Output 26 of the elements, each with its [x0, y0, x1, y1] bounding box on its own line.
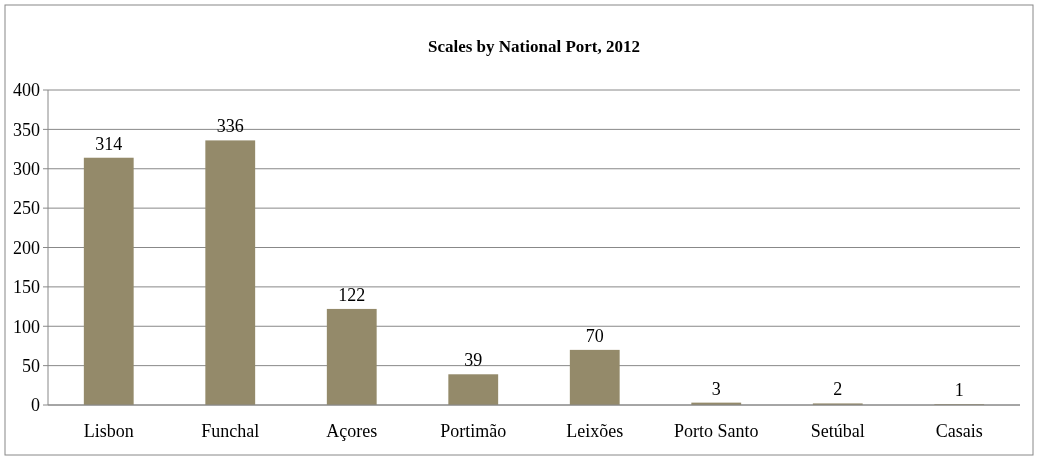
x-tick-label: Lisbon — [83, 421, 134, 441]
data-label: 39 — [464, 350, 483, 371]
x-tick-label: Leixões — [566, 421, 624, 441]
y-tick-label: 250 — [13, 198, 40, 219]
y-tick-label: 100 — [13, 316, 40, 337]
data-label: 314 — [95, 133, 123, 154]
y-tick-label: 350 — [13, 119, 40, 140]
x-tick-label: Açores — [326, 421, 378, 441]
data-label: 2 — [833, 379, 843, 400]
y-tick-label: 150 — [13, 277, 40, 298]
y-tick-label: 300 — [13, 159, 40, 180]
y-tick-label: 50 — [22, 355, 40, 376]
x-tick-label: Setúbal — [810, 421, 865, 441]
data-label: 122 — [338, 284, 366, 305]
data-label: 1 — [954, 380, 964, 401]
x-tick-label: Casais — [935, 421, 983, 441]
data-label: 3 — [711, 378, 721, 399]
y-tick-label: 200 — [13, 237, 40, 258]
x-tick-label: Porto Santo — [673, 421, 759, 441]
chart-title: Scales by National Port, 2012 — [427, 37, 641, 56]
y-tick-label: 0 — [31, 395, 40, 416]
x-tick-label: Funchal — [201, 421, 260, 441]
y-tick-label: 400 — [13, 80, 40, 101]
x-tick-label: Portimão — [440, 421, 507, 441]
data-label: 70 — [585, 325, 604, 346]
data-label: 336 — [216, 116, 244, 137]
